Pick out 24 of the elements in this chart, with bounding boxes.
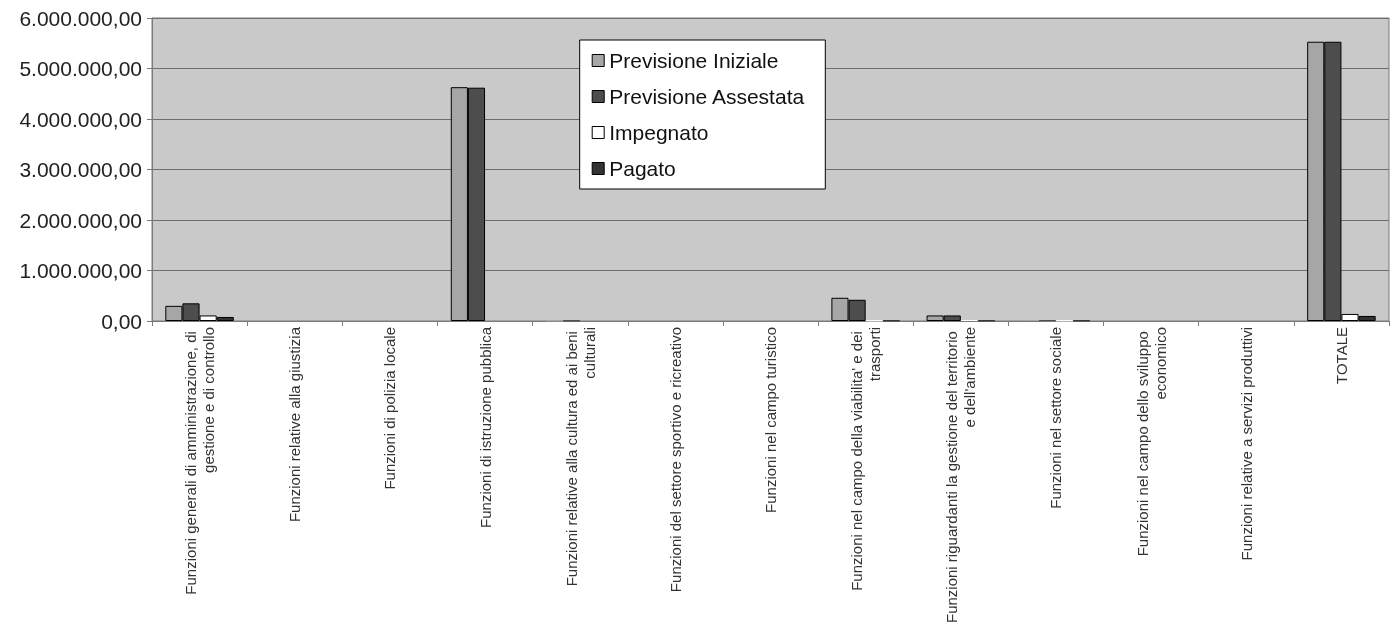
x-tick-label: Funzioni nel campo dello sviluppo economico — [1133, 327, 1169, 557]
x-tick-label: Funzioni nel campo turistico — [762, 327, 779, 513]
x-tick-label: Funzioni nel settore sociale — [1047, 327, 1065, 509]
x-tick-label: Funzioni relative alla cultura ed ai beni culturali — [562, 327, 598, 587]
legend-label: Previsione Assestata — [609, 85, 805, 108]
x-tick-label: Funzioni nel campo della viabilita' e dei trasporti — [848, 327, 884, 591]
x-tick-label: Funzioni di polizia locale — [381, 327, 399, 490]
legend-label: Previsione Iniziale — [609, 49, 779, 72]
y-tick-label: 5.000.000,00 — [19, 57, 142, 80]
legend-label: Pagato — [609, 157, 676, 180]
y-tick-label: 6.000.000,00 — [19, 6, 142, 30]
y-tick-label: 0,00 — [101, 309, 142, 333]
legend-label: Impegnato — [609, 121, 709, 144]
y-tick-label: 2.000.000,00 — [19, 208, 142, 232]
y-tick-label: 3.000.000,00 — [19, 158, 142, 181]
x-tick-label: Funzioni generali di amministrazione, di gestione e di controllo — [182, 327, 218, 595]
x-tick-label: Funzioni di istruzione pubblica — [476, 326, 494, 528]
x-tick-label: TOTALE — [1332, 327, 1350, 384]
y-tick-label: 4.000.000,00 — [19, 107, 142, 131]
x-tick-label: Funzioni riguardanti la gestione del territorio e dell'ambiente — [943, 327, 979, 623]
x-tick-label: Funzioni del settore sportivo e ricreativo — [666, 327, 684, 593]
x-tick-label: Funzioni relative alla giustizia — [286, 326, 304, 523]
y-tick-label: 1.000.000,00 — [19, 259, 142, 282]
x-tick-label: Funzioni relative a servizi produttivi — [1237, 327, 1255, 561]
